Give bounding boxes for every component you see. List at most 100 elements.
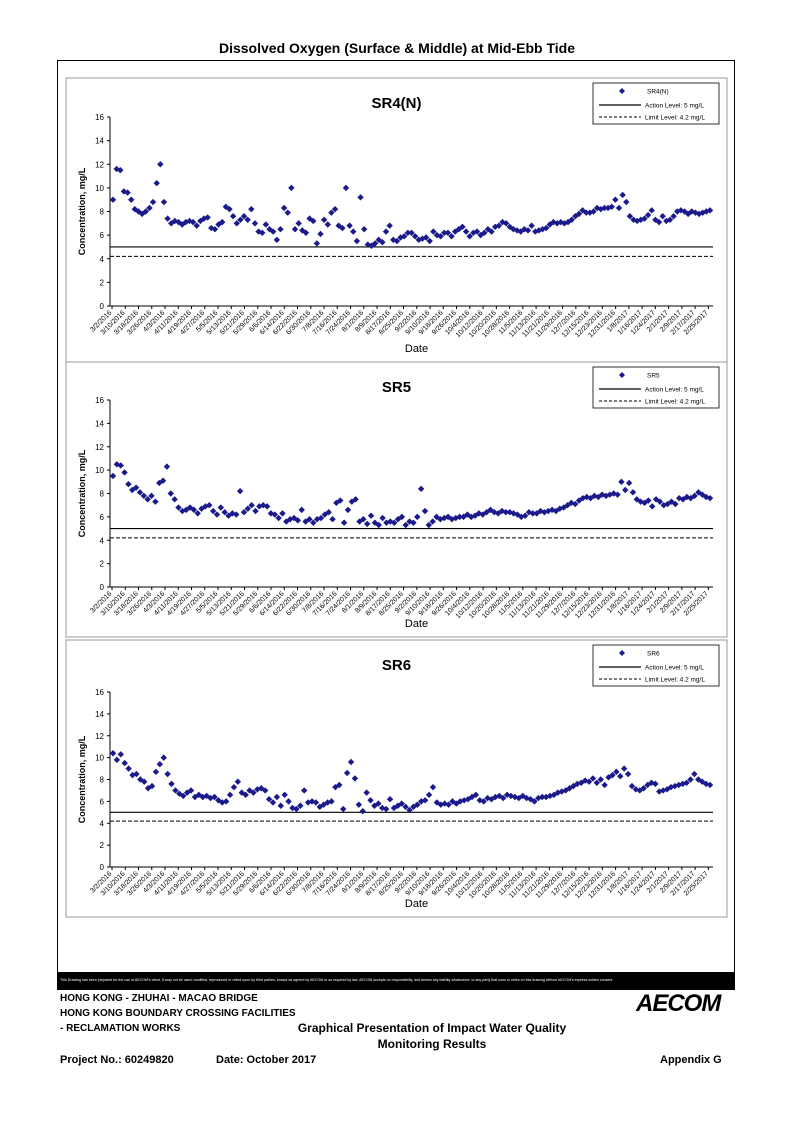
data-point (277, 802, 284, 809)
legend-series-label: SR6 (647, 651, 660, 658)
data-point (357, 194, 364, 201)
y-tick-label: 2 (100, 278, 105, 287)
data-point (659, 213, 666, 220)
data-point (623, 198, 630, 206)
data-point (144, 496, 151, 503)
data-point (240, 509, 248, 516)
data-point (331, 205, 339, 213)
data-point (648, 207, 655, 214)
data-point (346, 222, 353, 229)
data-point (649, 503, 656, 510)
data-point (613, 768, 620, 776)
data-point (691, 770, 698, 778)
data-point (250, 789, 257, 796)
data-point (645, 497, 652, 504)
data-point (466, 233, 473, 240)
legend-marker (619, 650, 625, 656)
data-point (464, 511, 471, 518)
data-point (306, 516, 313, 523)
data-point (545, 507, 552, 515)
data-point (495, 222, 503, 229)
data-point (363, 789, 370, 796)
data-point (237, 216, 244, 223)
data-point (546, 221, 554, 228)
data-point (328, 209, 335, 216)
data-point (502, 509, 510, 516)
data-point (302, 518, 309, 525)
data-point (499, 794, 507, 802)
data-point (194, 510, 201, 517)
data-point (672, 500, 679, 508)
data-point (244, 216, 251, 223)
document-title-2: Monitoring Results (377, 1037, 487, 1051)
data-point (355, 801, 363, 808)
data-point (618, 478, 625, 486)
aecom-logo: AECOM (636, 990, 721, 1017)
data-point (488, 228, 495, 235)
y-tick-label: 14 (95, 710, 104, 719)
legend-series-label: SR4(N) (647, 89, 669, 96)
data-point (172, 787, 179, 794)
y-tick-label: 0 (100, 583, 105, 592)
data-point (414, 801, 421, 808)
data-point (297, 802, 304, 809)
data-point (140, 492, 148, 500)
data-point (300, 787, 308, 794)
data-point (510, 226, 517, 233)
data-point (513, 227, 521, 234)
data-point (617, 773, 624, 780)
data-point (622, 486, 629, 494)
data-point (593, 779, 601, 786)
data-point (242, 791, 249, 799)
y-tick-label: 10 (95, 754, 104, 763)
data-point (448, 516, 456, 523)
data-point (190, 506, 198, 514)
data-point (313, 240, 321, 247)
data-point (153, 179, 160, 187)
data-point (204, 214, 211, 221)
data-point (125, 480, 132, 488)
data-point (656, 498, 664, 505)
y-tick-label: 8 (100, 776, 105, 785)
data-point (261, 787, 269, 794)
data-point (187, 787, 195, 794)
data-point (633, 217, 641, 225)
y-tick-label: 14 (95, 419, 104, 428)
data-point (117, 462, 124, 469)
data-point (340, 805, 347, 813)
data-point (163, 463, 171, 470)
data-point (302, 229, 310, 236)
chart-title: SR4(N) (371, 95, 421, 112)
data-point (109, 472, 117, 480)
data-point (706, 781, 714, 789)
data-point (269, 799, 277, 806)
y-tick-label: 6 (100, 231, 105, 240)
x-axis-label: Date (405, 618, 428, 630)
y-tick-label: 4 (100, 255, 105, 264)
data-point (117, 751, 125, 758)
data-point (285, 798, 292, 805)
data-point (167, 490, 174, 497)
data-point (213, 511, 221, 518)
data-point (406, 806, 413, 814)
data-point (664, 500, 671, 508)
data-point (379, 239, 386, 246)
y-tick-label: 4 (100, 536, 105, 545)
data-point (473, 228, 481, 235)
data-point (121, 469, 128, 476)
data-point (426, 237, 433, 245)
data-point (269, 228, 277, 235)
legend-limit-label: Limit Level: 4.2 mg/L (645, 115, 705, 122)
data-point (445, 801, 452, 808)
data-point (625, 479, 633, 487)
data-point (236, 487, 244, 495)
data-point (652, 780, 659, 788)
data-point (437, 516, 444, 523)
data-point (125, 765, 132, 772)
data-point (641, 215, 648, 222)
data-point (337, 497, 344, 504)
data-point (575, 210, 583, 218)
data-point (410, 519, 417, 526)
data-point (411, 233, 419, 240)
data-point (683, 493, 691, 501)
